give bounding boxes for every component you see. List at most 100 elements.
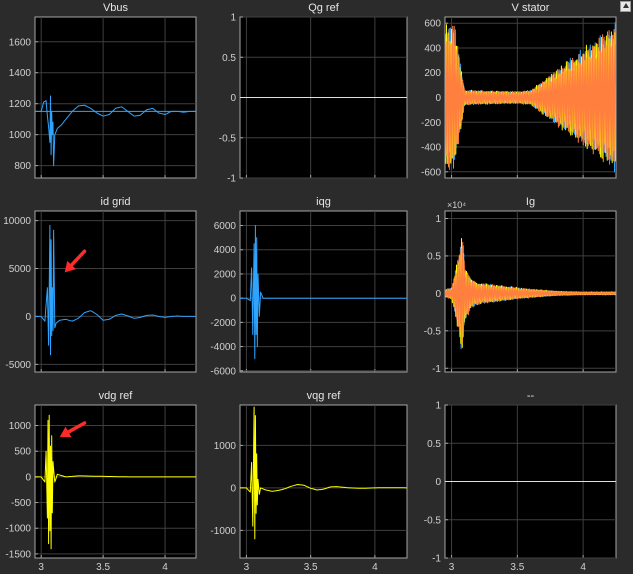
subplot-blank-ytick-label: 1 bbox=[435, 401, 441, 412]
subplot-qg-ref: -1 -0.5 0 0.5 1 Qg ref bbox=[219, 2, 408, 185]
subplot-ig-ytick-label: -0.5 bbox=[424, 326, 442, 337]
subplot-vbus-ytick-label: 800 bbox=[14, 161, 31, 172]
subplot-vbus-axes bbox=[34, 16, 197, 179]
subplot-v-stator-series-3 bbox=[445, 25, 616, 169]
subplot-qg-ref-ytick-label: -0.5 bbox=[219, 133, 237, 144]
subplot-vdg-ref-plot-area bbox=[35, 414, 196, 550]
subplot-vdg-ref-axes bbox=[34, 404, 197, 559]
subplot-vqg-ref-xtick-label: 3.5 bbox=[304, 562, 318, 573]
subplot-v-stator-ytick-label: 600 bbox=[424, 19, 441, 30]
subplot-vqg-ref-ytick-label: 1000 bbox=[214, 441, 237, 452]
subplot-vdg-ref-ytick-label: 0 bbox=[25, 472, 31, 483]
subplot-id-grid-series-1 bbox=[35, 224, 196, 356]
subplot-vqg-ref-axes bbox=[239, 404, 408, 559]
subplot-blank-xtick-label: 3.5 bbox=[510, 562, 524, 573]
subplot-id-grid-plot-area bbox=[35, 224, 196, 356]
subplot-ig-ytick-label: 1 bbox=[435, 214, 441, 225]
subplot-id-grid-ytick-label: 5000 bbox=[9, 264, 32, 275]
undock-figure-button[interactable] bbox=[620, 1, 631, 12]
subplot-vdg-ref-ytick-label: -1500 bbox=[5, 549, 31, 560]
subplot-vdg-ref-xtick-label: 4 bbox=[162, 562, 168, 573]
subplot-vqg-ref-ytick-label: -1000 bbox=[210, 526, 236, 537]
subplot-v-stator-ytick-label: 0 bbox=[435, 93, 441, 104]
subplot-iqg-title: iqg bbox=[316, 196, 331, 208]
subplot-id-grid-ytick-label: 10000 bbox=[3, 216, 31, 227]
subplot-vbus-ytick-label: 1200 bbox=[9, 99, 32, 110]
subplot-blank-xtick-label: 3 bbox=[449, 562, 455, 573]
subplot-v-stator-plot-area bbox=[445, 22, 616, 173]
subplot-v-stator-ytick-label: -600 bbox=[421, 167, 441, 178]
subplot-vdg-ref-ytick-label: -1000 bbox=[5, 524, 31, 535]
subplot-id-grid-annotation-arrow-head bbox=[64, 260, 76, 273]
subplot-blank-ytick-label: -1 bbox=[432, 554, 441, 565]
subplot-ig-ytick-label: 0.5 bbox=[427, 251, 441, 262]
subplot-qg-ref-ytick-label: 1 bbox=[230, 13, 236, 24]
subplot-vdg-ref-xtick-label: 3.5 bbox=[96, 562, 110, 573]
subplot-v-stator-title: V stator bbox=[512, 2, 550, 14]
subplot-qg-ref-ytick-label: 0.5 bbox=[222, 53, 236, 64]
subplot-id-grid-ytick-label: -5000 bbox=[5, 360, 31, 371]
subplot-vbus-series-1 bbox=[35, 95, 196, 167]
subplot-iqg-ytick-label: -6000 bbox=[210, 366, 236, 377]
subplot-iqg-plot-area bbox=[240, 225, 407, 360]
subplot-vbus-plot-area bbox=[35, 95, 196, 167]
subplot-iqg-ytick-label: 4000 bbox=[214, 245, 237, 256]
subplot-iqg-ytick-label: 6000 bbox=[214, 221, 237, 232]
subplot-v-stator: -600 -400 -200 0 200 400 600 V stator bbox=[421, 2, 617, 179]
subplot-blank-xtick-label: 4 bbox=[580, 562, 586, 573]
subplot-vbus-ytick-label: 1400 bbox=[9, 68, 32, 79]
subplot-blank: 3 3.5 4 -1 -0.5 0 0.5 1 -- bbox=[424, 390, 617, 573]
subplot-v-stator-ytick-label: 200 bbox=[424, 68, 441, 79]
subplot-vqg-ref-plot-area bbox=[240, 406, 407, 540]
subplot-vdg-ref-series-1 bbox=[35, 414, 196, 550]
subplot-vqg-ref-xtick-label: 3 bbox=[244, 562, 250, 573]
subplot-iqg-ytick-label: -4000 bbox=[210, 342, 236, 353]
subplot-vqg-ref-ytick-label: 0 bbox=[230, 483, 236, 494]
subplot-vdg-ref-annotation-arrow-shaft bbox=[65, 421, 87, 435]
subplot-vqg-ref-title: vqg ref bbox=[307, 390, 342, 402]
subplot-vdg-ref-ytick-label: 1000 bbox=[9, 421, 32, 432]
subplot-vqg-ref: 3 3.5 4 -1000 0 1000 vqg ref bbox=[210, 390, 408, 573]
subplot-v-stator-ytick-label: 400 bbox=[424, 43, 441, 54]
subplot-vdg-ref-annotation-arrow-head bbox=[59, 426, 72, 438]
subplot-blank-ytick-label: 0.5 bbox=[427, 439, 441, 450]
subplot-v-stator-ytick-label: -200 bbox=[421, 118, 441, 129]
subplot-vdg-ref-title: vdg ref bbox=[99, 390, 134, 402]
subplot-ig-ytick-label: 0 bbox=[435, 289, 441, 300]
subplot-qg-ref-title: Qg ref bbox=[308, 2, 340, 14]
subplot-ig-ytick-label: -1 bbox=[432, 364, 441, 375]
subplot-id-grid-ytick-label: 0 bbox=[25, 312, 31, 323]
subplot-iqg-series-1 bbox=[240, 225, 407, 360]
subplot-id-grid-axes bbox=[34, 210, 197, 373]
subplot-id-grid-title: id grid bbox=[101, 196, 131, 208]
subplot-blank-title: -- bbox=[527, 390, 535, 402]
subplot-iqg-ytick-label: 2000 bbox=[214, 269, 237, 280]
subplot-vbus: 800 1000 1200 1400 1600 Vbus bbox=[9, 2, 197, 179]
subplot-v-stator-ytick-label: -400 bbox=[421, 143, 441, 154]
subplot-vdg-ref-ytick-label: 500 bbox=[14, 447, 31, 458]
subplot-vqg-ref-series-1 bbox=[240, 406, 407, 540]
subplot-qg-ref-ytick-label: 0 bbox=[230, 93, 236, 104]
subplot-vdg-ref-ytick-label: -500 bbox=[11, 498, 31, 509]
subplot-ig-y-exponent: ×10⁴ bbox=[447, 200, 466, 210]
subplot-vbus-title: Vbus bbox=[103, 2, 129, 14]
subplot-iqg: -6000 -4000 -2000 0 2000 4000 6000 iqg bbox=[210, 196, 408, 377]
subplot-ig-series-3 bbox=[445, 241, 616, 345]
subplot-vbus-ytick-label: 1600 bbox=[9, 37, 32, 48]
subplot-ig-title: Ig bbox=[526, 196, 535, 208]
subplot-blank-ytick-label: 0 bbox=[435, 477, 441, 488]
subplot-iqg-ytick-label: -2000 bbox=[210, 318, 236, 329]
subplot-iqg-axes bbox=[239, 210, 408, 373]
subplot-id-grid-annotation-arrow-shaft bbox=[68, 249, 87, 269]
subplot-vbus-ytick-label: 1000 bbox=[9, 130, 32, 141]
subplot-vqg-ref-xtick-label: 4 bbox=[372, 562, 378, 573]
subplot-ig-plot-area bbox=[445, 238, 616, 350]
subplot-id-grid: -5000 0 5000 10000 id grid bbox=[3, 196, 197, 373]
subplot-blank-ytick-label: -0.5 bbox=[424, 515, 442, 526]
subplot-iqg-ytick-label: 0 bbox=[230, 294, 236, 305]
subplot-vdg-ref-xtick-label: 3 bbox=[38, 562, 44, 573]
subplot-ig: -1 -0.5 0 0.5 1 Ig ×10⁴ bbox=[424, 196, 617, 375]
subplot-qg-ref-ytick-label: -1 bbox=[227, 174, 236, 185]
subplot-vdg-ref: 3 3.5 4 -1500 -1000 -500 0 500 1000 vdg ref bbox=[5, 390, 197, 573]
